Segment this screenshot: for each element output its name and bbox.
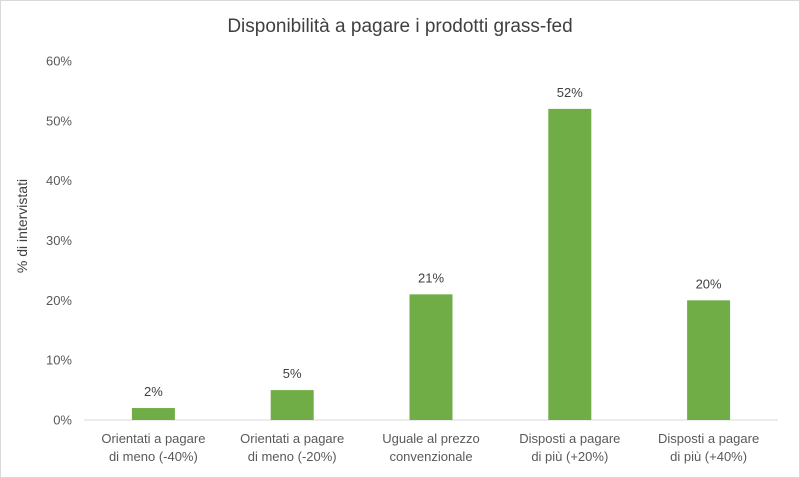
bar — [409, 294, 453, 420]
x-tick-label: Disposti a pagare di più (+40%) — [658, 431, 759, 464]
data-label: 2% — [144, 384, 163, 399]
x-tick-label: Uguale al prezzo convenzionale — [382, 431, 480, 464]
data-label: 52% — [557, 85, 583, 100]
y-tick-label: 40% — [46, 173, 72, 188]
data-label: 20% — [696, 276, 722, 291]
x-tick-label: Orientati a pagare di meno (-20%) — [240, 431, 344, 464]
y-tick-label: 50% — [46, 113, 72, 128]
x-tick-label: Disposti a pagare di più (+20%) — [519, 431, 620, 464]
data-label: 21% — [418, 270, 444, 285]
y-tick-label: 10% — [46, 353, 72, 368]
bar — [270, 390, 314, 420]
bar — [131, 408, 175, 420]
data-label: 5% — [283, 366, 302, 381]
y-tick-label: 30% — [46, 233, 72, 248]
bar — [687, 300, 731, 420]
y-tick-label: 20% — [46, 293, 72, 308]
chart-title: Disponibilità a pagare i prodotti grass-… — [227, 16, 573, 37]
x-tick-label: Orientati a pagare di meno (-40%) — [101, 431, 205, 464]
bar — [548, 108, 592, 420]
y-tick-label: 0% — [53, 413, 72, 428]
y-tick-label: 60% — [46, 54, 72, 69]
